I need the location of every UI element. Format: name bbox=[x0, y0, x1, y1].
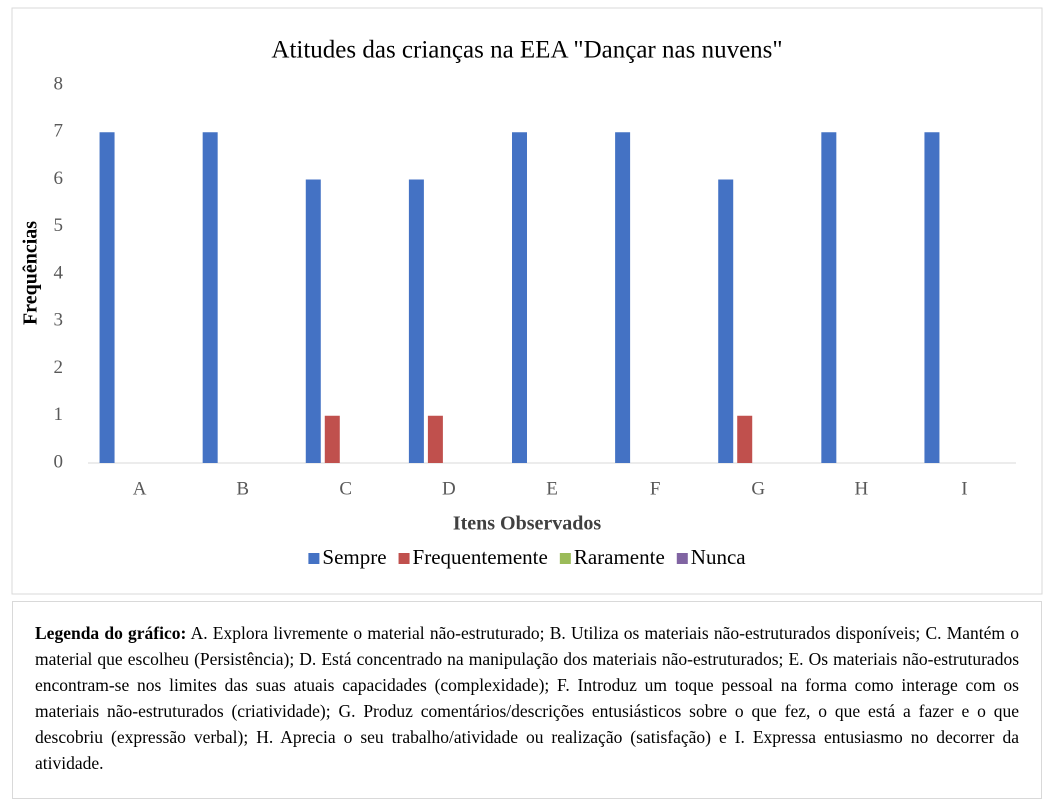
y-tick-label: 3 bbox=[54, 310, 64, 331]
legend-label: Frequentemente bbox=[413, 545, 548, 569]
bar bbox=[512, 132, 527, 463]
bar bbox=[821, 132, 837, 463]
bar bbox=[718, 179, 734, 463]
y-tick-label: 5 bbox=[54, 215, 64, 236]
bar bbox=[202, 132, 218, 463]
caption-label: Legenda do gráfico: bbox=[35, 623, 187, 643]
legend-swatch bbox=[676, 553, 688, 564]
x-tick-label: A bbox=[133, 478, 147, 499]
y-tick-label: 2 bbox=[54, 357, 64, 378]
bar bbox=[615, 132, 631, 463]
x-tick-label: H bbox=[854, 478, 868, 499]
legend-label: Sempre bbox=[322, 545, 386, 569]
chart-title: Atitudes das crianças na EEA "Dançar nas… bbox=[271, 37, 782, 64]
x-tick-label: D bbox=[442, 478, 456, 499]
x-tick-label: G bbox=[751, 478, 765, 499]
legend-swatch bbox=[559, 553, 571, 564]
chart: Atitudes das crianças na EEA "Dançar nas… bbox=[11, 7, 1043, 595]
bar bbox=[408, 179, 424, 463]
bar bbox=[305, 179, 321, 463]
caption: Legenda do gráfico: A. Explora livrement… bbox=[12, 601, 1042, 799]
bar bbox=[427, 415, 443, 463]
y-tick-label: 7 bbox=[54, 121, 64, 142]
bar bbox=[324, 415, 340, 463]
bar bbox=[737, 415, 753, 463]
legend-swatch bbox=[308, 553, 320, 564]
legend-label: Nunca bbox=[691, 545, 746, 569]
legend-label: Raramente bbox=[574, 545, 665, 569]
x-tick-label: C bbox=[339, 478, 352, 499]
y-tick-label: 1 bbox=[54, 404, 64, 425]
caption-text: A. Explora livremente o material não-est… bbox=[35, 623, 1019, 773]
legend-swatch bbox=[398, 553, 410, 564]
bar bbox=[924, 132, 940, 463]
y-axis-label: Frequências bbox=[20, 221, 42, 325]
x-tick-label: E bbox=[546, 478, 558, 499]
x-tick-label: B bbox=[236, 478, 249, 499]
bar bbox=[99, 132, 115, 463]
y-tick-label: 6 bbox=[54, 168, 64, 189]
y-tick-label: 8 bbox=[54, 73, 64, 94]
x-tick-label: F bbox=[650, 478, 661, 499]
y-tick-label: 4 bbox=[54, 262, 64, 283]
x-tick-label: I bbox=[961, 478, 967, 499]
y-tick-label: 0 bbox=[54, 451, 64, 472]
x-axis-label: Itens Observados bbox=[453, 513, 602, 535]
